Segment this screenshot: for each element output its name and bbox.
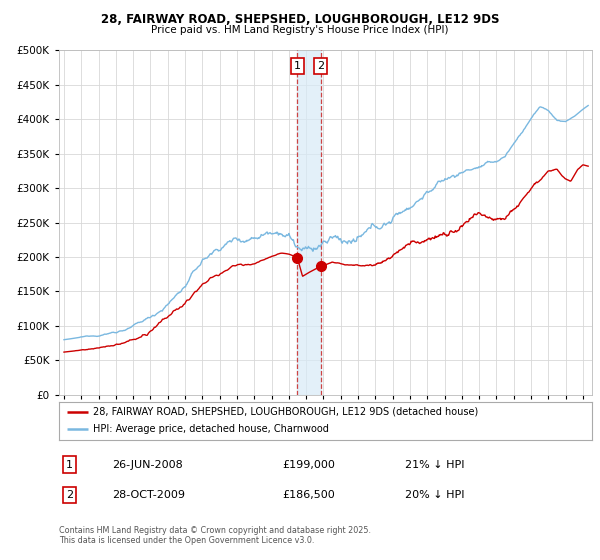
Text: 28, FAIRWAY ROAD, SHEPSHED, LOUGHBOROUGH, LE12 9DS (detached house): 28, FAIRWAY ROAD, SHEPSHED, LOUGHBOROUGH… — [94, 407, 479, 417]
Text: Contains HM Land Registry data © Crown copyright and database right 2025.: Contains HM Land Registry data © Crown c… — [59, 526, 371, 535]
Bar — [298, 50, 320, 395]
Text: This data is licensed under the Open Government Licence v3.0.: This data is licensed under the Open Gov… — [59, 536, 314, 545]
Text: 28, FAIRWAY ROAD, SHEPSHED, LOUGHBOROUGH, LE12 9DS: 28, FAIRWAY ROAD, SHEPSHED, LOUGHBOROUGH… — [101, 13, 499, 26]
Text: 26-JUN-2008: 26-JUN-2008 — [112, 460, 183, 470]
Text: 1: 1 — [66, 460, 73, 470]
Text: £186,500: £186,500 — [283, 490, 335, 500]
Text: 28-OCT-2009: 28-OCT-2009 — [112, 490, 185, 500]
Text: 2: 2 — [317, 60, 324, 71]
Text: £199,000: £199,000 — [283, 460, 335, 470]
Text: 21% ↓ HPI: 21% ↓ HPI — [405, 460, 464, 470]
Text: 2: 2 — [66, 490, 73, 500]
Text: HPI: Average price, detached house, Charnwood: HPI: Average price, detached house, Char… — [94, 424, 329, 435]
Text: 1: 1 — [294, 60, 301, 71]
Text: Price paid vs. HM Land Registry's House Price Index (HPI): Price paid vs. HM Land Registry's House … — [151, 25, 449, 35]
Text: 20% ↓ HPI: 20% ↓ HPI — [405, 490, 464, 500]
